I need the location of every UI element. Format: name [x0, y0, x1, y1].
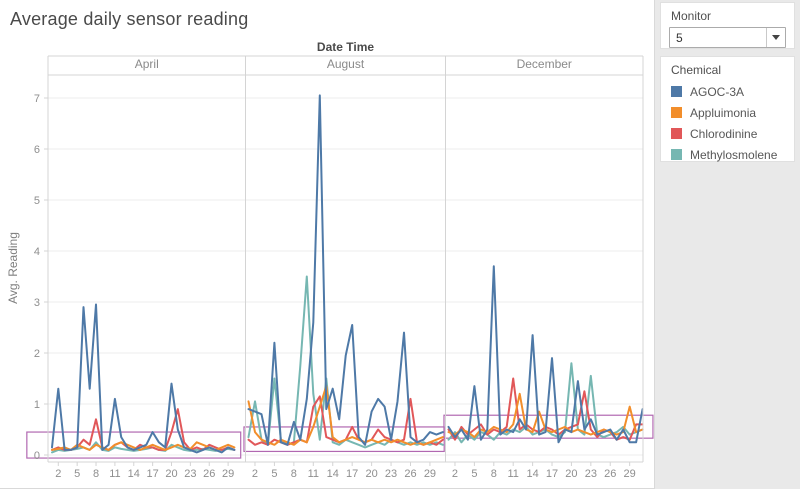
legend-items: AGOC-3A Appluimonia Chlorodinine Methylosmo…: [661, 81, 794, 165]
x-tick-label: 23: [385, 468, 397, 480]
legend-item[interactable]: Appluimonia: [661, 102, 794, 123]
page-title: Average daily sensor reading: [10, 9, 249, 29]
series-line-agoc-3a[interactable]: [51, 303, 236, 454]
x-tick-label: 2: [55, 468, 61, 480]
y-tick-label: 4: [34, 246, 40, 258]
x-tick-label: 5: [471, 468, 477, 480]
legend-item-label: Methylosmolene: [690, 147, 778, 162]
legend-item-label: Chlorodinine: [690, 126, 758, 141]
series-line-agoc-3a[interactable]: [247, 94, 444, 446]
x-axis-title: Date Time: [317, 40, 374, 54]
monitor-dropdown-button[interactable]: [766, 28, 785, 47]
x-tick-label: 29: [424, 468, 436, 480]
y-tick-label: 1: [34, 399, 40, 411]
x-tick-label: 29: [222, 468, 234, 480]
legend-item[interactable]: AGOC-3A: [661, 81, 794, 102]
panel-month-label: August: [327, 57, 365, 71]
x-tick-label: 2: [252, 468, 258, 480]
x-tick-label: 26: [604, 468, 616, 480]
x-tick-label: 26: [404, 468, 416, 480]
legend-item[interactable]: Methylosmolene: [661, 144, 794, 165]
x-tick-label: 14: [526, 468, 538, 480]
monitor-filter-card: Monitor 5: [660, 2, 795, 49]
annotation-box[interactable]: [443, 414, 654, 439]
monitor-label: Monitor: [671, 9, 712, 23]
x-tick-label: 11: [507, 468, 518, 480]
legend-swatch-icon: [671, 128, 682, 139]
y-tick-label: 3: [34, 297, 40, 309]
chemical-legend-card: Chemical AGOC-3A Appluimonia Chlorodinine M…: [660, 56, 795, 162]
monitor-dropdown[interactable]: 5: [669, 27, 786, 48]
legend-item-label: Appluimonia: [690, 105, 757, 120]
x-tick-label: 2: [452, 468, 458, 480]
panel-month-label: April: [135, 57, 159, 71]
y-tick-label: 6: [34, 144, 40, 156]
x-tick-label: 20: [565, 468, 577, 480]
y-axis-title: Avg. Reading: [6, 232, 20, 304]
y-tick-label: 0: [34, 450, 40, 462]
x-tick-label: 23: [184, 468, 196, 480]
x-tick-label: 20: [365, 468, 377, 480]
x-tick-label: 17: [346, 468, 358, 480]
x-tick-label: 23: [585, 468, 597, 480]
sidebar: Monitor 5 Chemical AGOC-3A Appluimonia Chl…: [655, 0, 800, 489]
legend-swatch-icon: [671, 86, 682, 97]
x-tick-label: 14: [327, 468, 339, 480]
x-tick-label: 17: [546, 468, 558, 480]
x-tick-label: 11: [308, 468, 319, 480]
x-tick-label: 8: [491, 468, 497, 480]
x-tick-label: 5: [271, 468, 277, 480]
x-tick-label: 17: [147, 468, 159, 480]
legend-item-label: AGOC-3A: [690, 84, 745, 99]
legend-swatch-icon: [671, 149, 682, 160]
monitor-dropdown-value: 5: [676, 30, 683, 45]
panel-month-label: December: [517, 57, 572, 71]
series-line-agoc-3a[interactable]: [447, 265, 644, 444]
y-tick-label: 2: [34, 348, 40, 360]
x-tick-label: 26: [203, 468, 215, 480]
x-tick-label: 29: [624, 468, 636, 480]
annotation-box[interactable]: [26, 431, 242, 459]
legend-swatch-icon: [671, 107, 682, 118]
y-tick-label: 7: [34, 93, 40, 105]
series-line-appluimonia[interactable]: [51, 441, 236, 451]
x-tick-label: 14: [128, 468, 140, 480]
x-tick-label: 11: [109, 468, 120, 480]
y-tick-label: 5: [34, 195, 40, 207]
legend-item[interactable]: Chlorodinine: [661, 123, 794, 144]
chevron-down-icon: [772, 35, 780, 40]
x-tick-label: 20: [165, 468, 177, 480]
x-tick-label: 8: [93, 468, 99, 480]
x-tick-label: 8: [291, 468, 297, 480]
legend-title: Chemical: [671, 63, 722, 77]
annotation-box[interactable]: [243, 426, 445, 453]
x-tick-label: 5: [74, 468, 80, 480]
